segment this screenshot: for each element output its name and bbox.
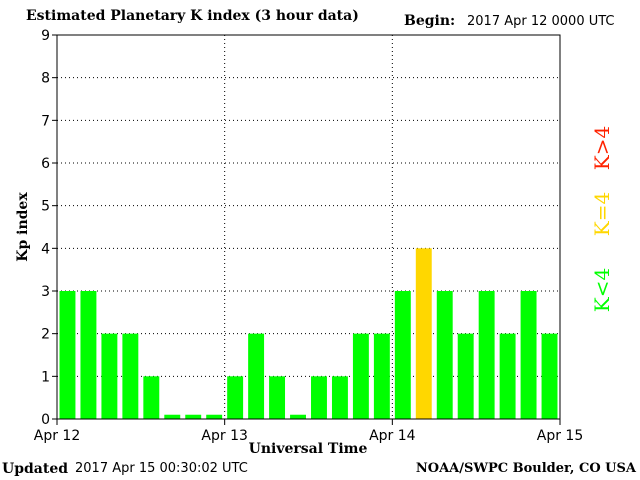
kp-bar [541,333,558,419]
kp-bar [143,376,160,419]
kp-bar [80,291,97,419]
x-tick-label: Apr 13 [201,428,247,444]
legend-below-4: K<4 [590,268,614,312]
x-ticks: Apr 12 Apr 13 Apr 14 Apr 15 [34,419,583,444]
kp-bar [352,333,369,419]
kp-bar [373,333,390,419]
kp-bar [122,333,139,419]
grid-lines [57,35,560,419]
y-tick-label: 7 [41,113,50,129]
y-tick-label: 4 [41,241,50,257]
kp-bar [101,333,118,419]
y-tick-label: 0 [41,412,50,428]
kp-bar [269,376,286,419]
plot-frame [56,34,561,420]
kp-bar [59,291,76,419]
y-tick-label: 3 [41,284,50,300]
legend-above-4: K>4 [590,126,614,170]
y-tick-label: 1 [41,369,50,385]
kp-bar [331,376,348,419]
bars [59,248,558,419]
y-axis-title: Kp index [15,192,31,262]
updated-label: Updated [2,461,69,477]
kp-bar [478,291,495,419]
kp-bar [499,333,516,419]
kp-bar [394,291,411,419]
y-tick-label: 5 [41,199,50,215]
kp-bar [206,414,223,419]
x-tick-label: Apr 15 [537,428,583,444]
y-ticks: 0 1 2 3 4 5 6 7 8 9 [41,28,57,428]
kp-bar [290,414,306,419]
kp-bar [185,414,202,419]
kp-bar [457,333,474,419]
chart-title: Estimated Planetary K index (3 hour data… [26,8,359,24]
x-axis-title: Universal Time [249,441,368,457]
legend: K<4 K=4 K>4 [590,126,614,312]
kp-bar [311,376,327,419]
y-tick-label: 2 [41,327,50,343]
x-tick-label: Apr 12 [34,428,80,444]
kp-bar [415,248,432,419]
kp-bar [436,291,453,419]
kp-bar [227,376,244,419]
y-tick-label: 9 [41,28,50,44]
begin-label: Begin: [404,13,456,29]
y-tick-label: 6 [41,156,50,172]
credit-text: NOAA/SWPC Boulder, CO USA [415,461,636,476]
kp-bar [248,333,265,419]
y-tick-label: 8 [41,71,50,87]
x-tick-label: Apr 14 [369,428,416,444]
updated-value: 2017 Apr 15 00:30:02 UTC [75,461,248,476]
begin-value: 2017 Apr 12 0000 UTC [467,14,615,29]
kp-bar [164,414,181,419]
kp-bar [520,291,537,419]
legend-equal-4: K=4 [590,192,614,236]
